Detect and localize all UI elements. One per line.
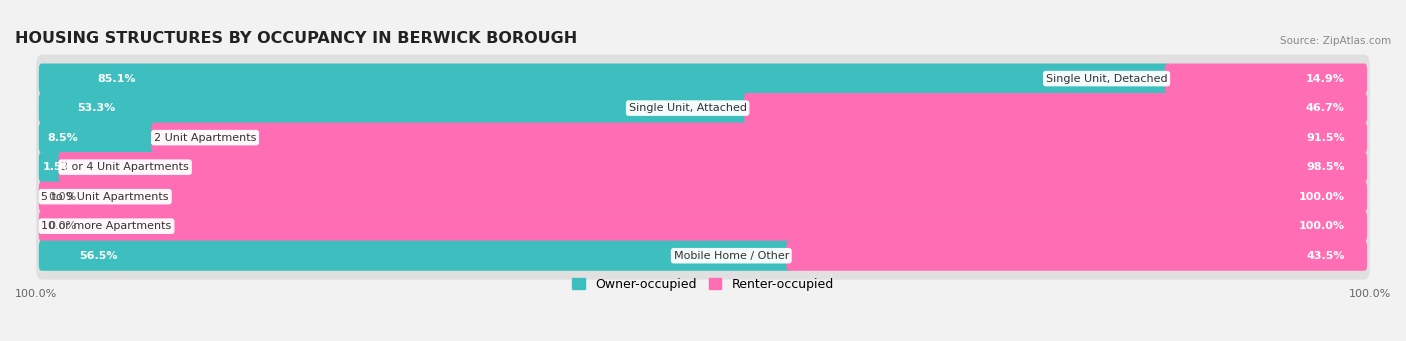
Text: 10 or more Apartments: 10 or more Apartments bbox=[41, 221, 172, 231]
Text: 85.1%: 85.1% bbox=[98, 74, 136, 84]
Text: Mobile Home / Other: Mobile Home / Other bbox=[673, 251, 789, 261]
Text: 43.5%: 43.5% bbox=[1306, 251, 1344, 261]
Text: 100.0%: 100.0% bbox=[1348, 290, 1391, 299]
FancyBboxPatch shape bbox=[39, 122, 156, 153]
FancyBboxPatch shape bbox=[39, 211, 1367, 241]
Text: 14.9%: 14.9% bbox=[1306, 74, 1344, 84]
Text: 100.0%: 100.0% bbox=[1299, 192, 1344, 202]
Text: 1.5%: 1.5% bbox=[42, 162, 73, 172]
Text: 100.0%: 100.0% bbox=[1299, 221, 1344, 231]
FancyBboxPatch shape bbox=[39, 182, 1367, 212]
FancyBboxPatch shape bbox=[744, 93, 1367, 123]
Text: 0.0%: 0.0% bbox=[48, 221, 76, 231]
FancyBboxPatch shape bbox=[39, 63, 1170, 94]
FancyBboxPatch shape bbox=[37, 114, 1369, 162]
Text: 46.7%: 46.7% bbox=[1306, 103, 1344, 113]
FancyBboxPatch shape bbox=[37, 55, 1369, 103]
Text: 98.5%: 98.5% bbox=[1306, 162, 1344, 172]
FancyBboxPatch shape bbox=[152, 122, 1367, 153]
FancyBboxPatch shape bbox=[37, 232, 1369, 280]
FancyBboxPatch shape bbox=[786, 241, 1367, 271]
Text: HOUSING STRUCTURES BY OCCUPANCY IN BERWICK BOROUGH: HOUSING STRUCTURES BY OCCUPANCY IN BERWI… bbox=[15, 31, 578, 46]
Text: 53.3%: 53.3% bbox=[77, 103, 115, 113]
Text: 0.0%: 0.0% bbox=[48, 192, 76, 202]
Text: 5 to 9 Unit Apartments: 5 to 9 Unit Apartments bbox=[41, 192, 169, 202]
FancyBboxPatch shape bbox=[59, 152, 1367, 182]
FancyBboxPatch shape bbox=[37, 84, 1369, 132]
FancyBboxPatch shape bbox=[37, 143, 1369, 191]
Legend: Owner-occupied, Renter-occupied: Owner-occupied, Renter-occupied bbox=[568, 273, 838, 296]
FancyBboxPatch shape bbox=[39, 152, 63, 182]
Text: 91.5%: 91.5% bbox=[1306, 133, 1344, 143]
Text: 100.0%: 100.0% bbox=[15, 290, 58, 299]
Text: 2 Unit Apartments: 2 Unit Apartments bbox=[153, 133, 256, 143]
Text: Single Unit, Attached: Single Unit, Attached bbox=[628, 103, 747, 113]
Text: Source: ZipAtlas.com: Source: ZipAtlas.com bbox=[1279, 36, 1391, 46]
FancyBboxPatch shape bbox=[39, 93, 749, 123]
FancyBboxPatch shape bbox=[37, 173, 1369, 221]
Text: 3 or 4 Unit Apartments: 3 or 4 Unit Apartments bbox=[62, 162, 188, 172]
Text: Single Unit, Detached: Single Unit, Detached bbox=[1046, 74, 1167, 84]
Text: 8.5%: 8.5% bbox=[46, 133, 77, 143]
FancyBboxPatch shape bbox=[39, 241, 792, 271]
FancyBboxPatch shape bbox=[1164, 63, 1367, 94]
FancyBboxPatch shape bbox=[37, 202, 1369, 250]
Text: 56.5%: 56.5% bbox=[79, 251, 117, 261]
